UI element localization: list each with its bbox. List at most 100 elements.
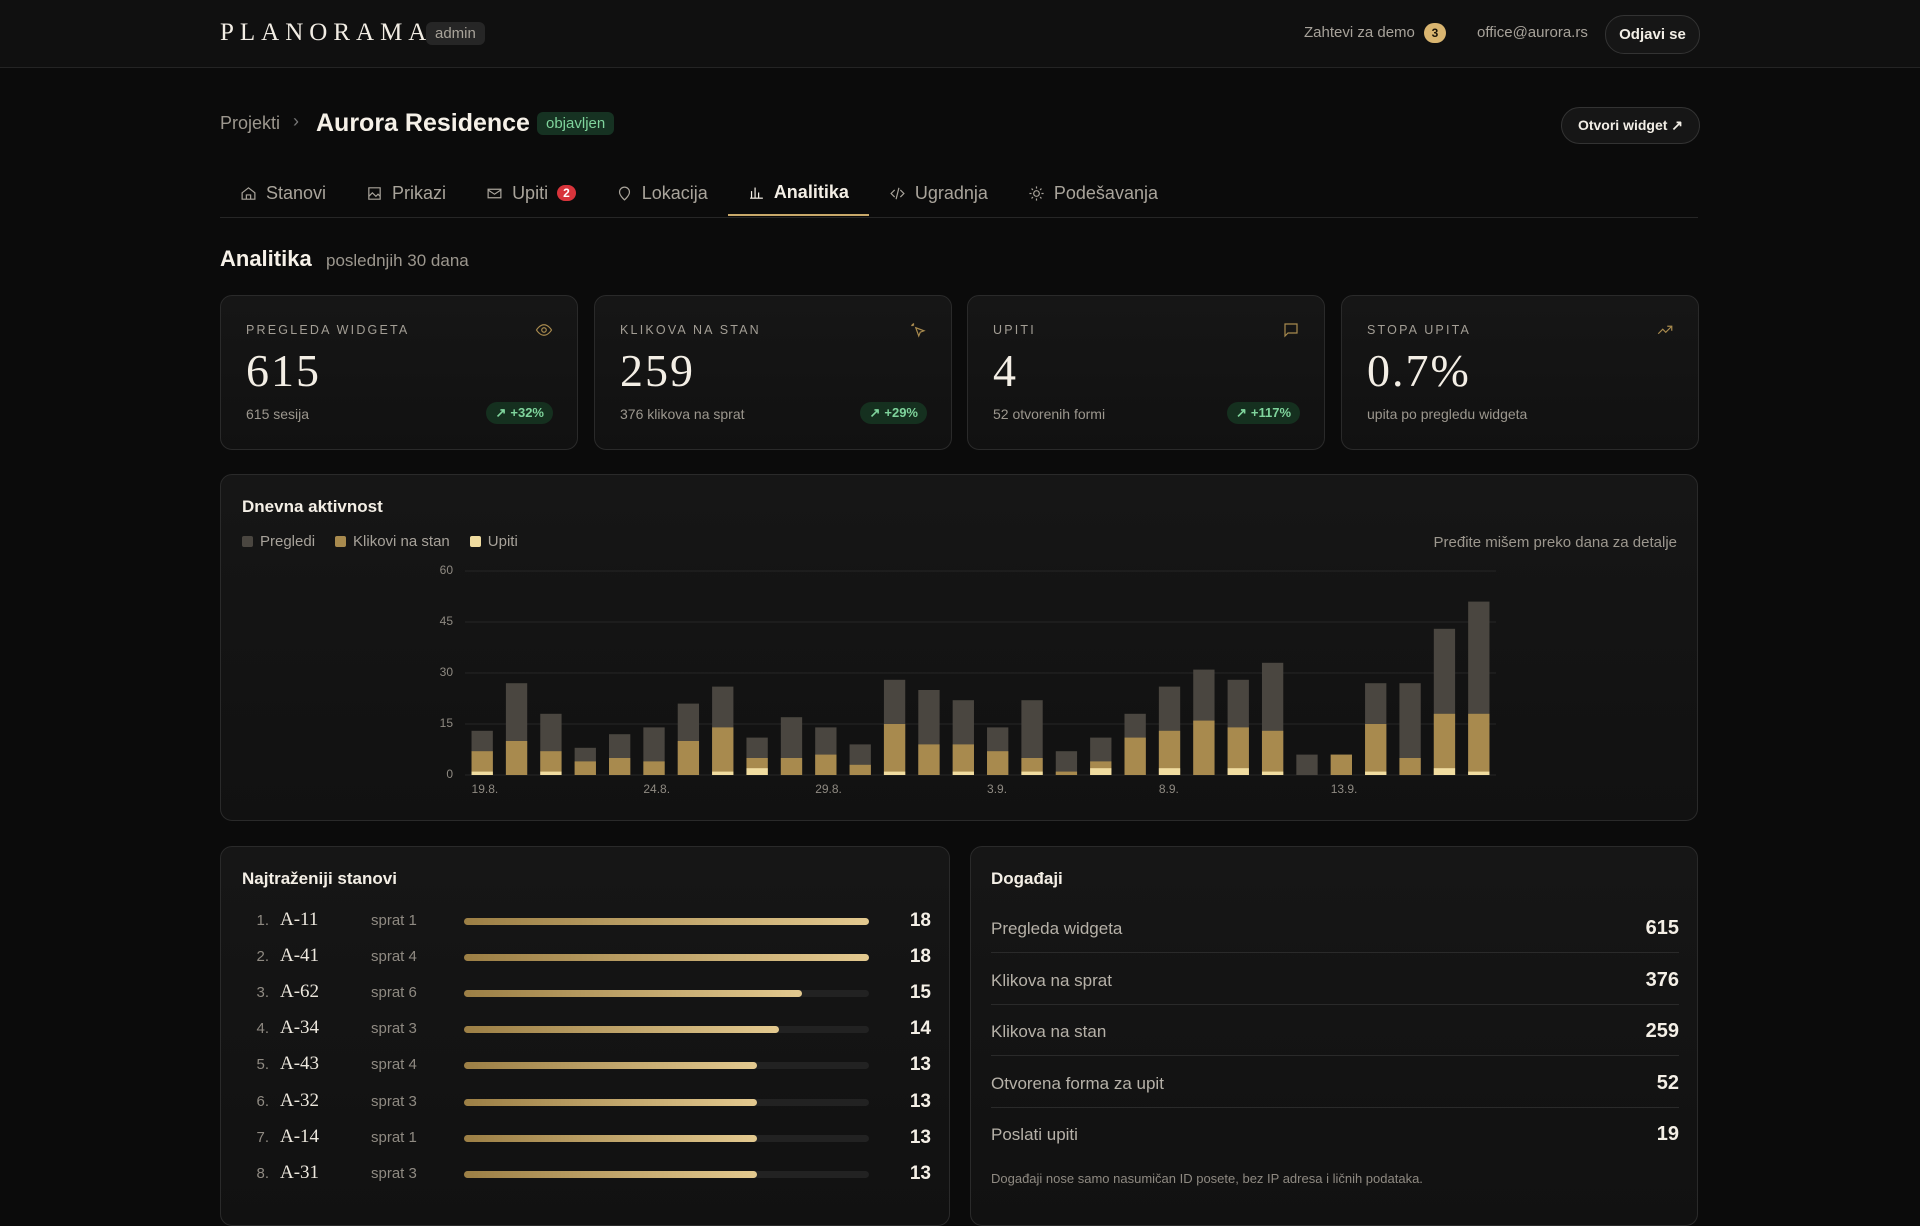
breadcrumb-separator: ›: [293, 111, 299, 131]
tab[interactable]: Upiti 2: [466, 170, 596, 216]
kpi-icon: [1657, 325, 1673, 335]
legend-label: Klikovi na stan: [353, 533, 450, 550]
legend-label: Upiti: [487, 533, 518, 550]
logo[interactable]: PLANORAMA: [220, 19, 433, 46]
icon-path: [914, 326, 926, 338]
icon-path: [368, 186, 381, 200]
event-value: 52: [1656, 1071, 1679, 1094]
kpi-card: STOPA UPITA 0.7% upita po pregledu widgeta: [1341, 295, 1699, 450]
legend-swatch: [242, 536, 253, 547]
bar-track: [464, 1134, 869, 1142]
bar: [464, 954, 869, 962]
tab-icon: [1029, 185, 1044, 201]
change-arrow: ↗: [869, 405, 881, 420]
event-row: Otvorena forma za upit 52: [991, 1064, 1679, 1108]
icon-path: [1033, 189, 1040, 197]
kpi-change: ↗ +117%: [1226, 402, 1300, 424]
event-row: Poslati upiti 19: [991, 1115, 1679, 1158]
tab[interactable]: Stanovi: [220, 170, 346, 216]
tab[interactable]: Lokacija: [596, 170, 728, 216]
bar: [464, 1062, 757, 1070]
event-label: Klikova na stan: [991, 1022, 1107, 1041]
unit-name: A-14: [280, 1125, 320, 1147]
tab[interactable]: Analitika: [727, 170, 869, 216]
rank: 6.: [256, 1092, 269, 1110]
tab[interactable]: Prikazi: [346, 170, 466, 216]
status-badge: objavljen: [537, 112, 615, 135]
rank: 2.: [256, 948, 269, 966]
icon-path: [1031, 196, 1034, 199]
legend-swatch: [469, 536, 481, 547]
project-title: Aurora Residence: [316, 109, 530, 137]
kpi-icon: [911, 323, 926, 338]
icon-path: [1039, 196, 1042, 199]
bar-track: [464, 954, 869, 962]
rank: 4.: [256, 1020, 269, 1038]
value: 13: [909, 1090, 931, 1112]
events-card: Događaji Pregleda widgeta 615 Klikova na s…: [970, 846, 1698, 1226]
tab[interactable]: Podešavanja: [1008, 170, 1178, 216]
logout-button[interactable]: Odjavi se: [1605, 15, 1700, 54]
section-title: Analitika: [220, 246, 312, 271]
floor: sprat 3: [371, 1020, 417, 1038]
ranking-row: 8. A-31 sprat 3 13: [221, 1162, 951, 1186]
icon-path: [541, 327, 547, 333]
bar-track: [464, 1062, 869, 1070]
bar: [464, 918, 869, 925]
tab-icon: [241, 186, 256, 200]
event-label: Poslati upiti: [991, 1125, 1078, 1144]
legend: Pregledi Klikovi na stan Upiti: [242, 533, 518, 550]
value: 13: [909, 1126, 931, 1148]
open-widget-button[interactable]: Otvori widget ↗: [1561, 107, 1700, 144]
bar-track: [464, 1170, 869, 1178]
bar: [464, 1170, 757, 1178]
kpi-sub: 615 sesija: [246, 406, 310, 422]
change-value: +117%: [1250, 405, 1291, 420]
icon-path: [368, 191, 381, 197]
ranking-row: 5. A-43 sprat 4 13: [221, 1053, 951, 1077]
kpi-value: 0.7%: [1367, 345, 1471, 396]
unit-name: A-34: [280, 1017, 320, 1039]
kpi-card: UPITI 4 52 otvorenih formi ↗ +117%: [967, 295, 1325, 450]
bar-track: [464, 990, 869, 998]
tab-badge: 2: [557, 185, 576, 201]
kpi-icon: [1284, 323, 1298, 338]
rank: 8.: [256, 1164, 269, 1182]
unit-name: A-62: [280, 981, 320, 1003]
floor: sprat 1: [371, 912, 417, 929]
breadcrumb-parent[interactable]: Projekti: [220, 113, 281, 133]
icon-path: [618, 186, 630, 201]
kpi-sub: 376 klikova na sprat: [620, 406, 745, 422]
top-bar: PLANORAMA admin Zahtevi za demo 3 office…: [0, 0, 1920, 68]
kpi-sub: upita po pregledu widgeta: [1367, 406, 1528, 422]
demo-requests[interactable]: Zahtevi za demo: [1304, 24, 1415, 41]
floor: sprat 3: [371, 1164, 417, 1182]
demo-count: 3: [1424, 23, 1446, 43]
change-value: +32%: [510, 405, 544, 420]
change-value: +29%: [884, 405, 918, 420]
role-badge: admin: [426, 22, 485, 45]
ranking-card: Najtraženiji stanovi 1. A-11 sprat 1 18 2. A-…: [220, 846, 950, 1226]
chart-title: Dnevna aktivnost: [242, 497, 383, 516]
chart-card: Dnevna aktivnost Pređite mišem preko dan…: [220, 474, 1698, 821]
icon-path: [535, 324, 553, 336]
kpi-label: KLIKOVA NA STAN: [620, 323, 761, 337]
tab-icon: [368, 186, 381, 200]
icon-path: [245, 193, 252, 199]
legend-item: Pregledi: [242, 533, 315, 550]
tab[interactable]: Ugradnja: [869, 170, 1008, 216]
bar: [464, 990, 802, 998]
ranking-row: 1. A-11 sprat 1 18: [221, 909, 951, 933]
bar-track: [464, 1026, 869, 1034]
kpi-value: 615: [246, 345, 321, 396]
value: 18: [909, 946, 931, 968]
rank: 3.: [256, 984, 269, 1002]
kpi-value: 259: [620, 345, 695, 396]
floor: sprat 6: [371, 984, 417, 1002]
bar: [464, 1026, 779, 1034]
change-arrow: ↗: [495, 405, 507, 420]
event-value: 259: [1645, 1020, 1679, 1042]
event-row: Klikova na sprat 376: [991, 961, 1679, 1005]
floor: sprat 1: [371, 1128, 417, 1146]
